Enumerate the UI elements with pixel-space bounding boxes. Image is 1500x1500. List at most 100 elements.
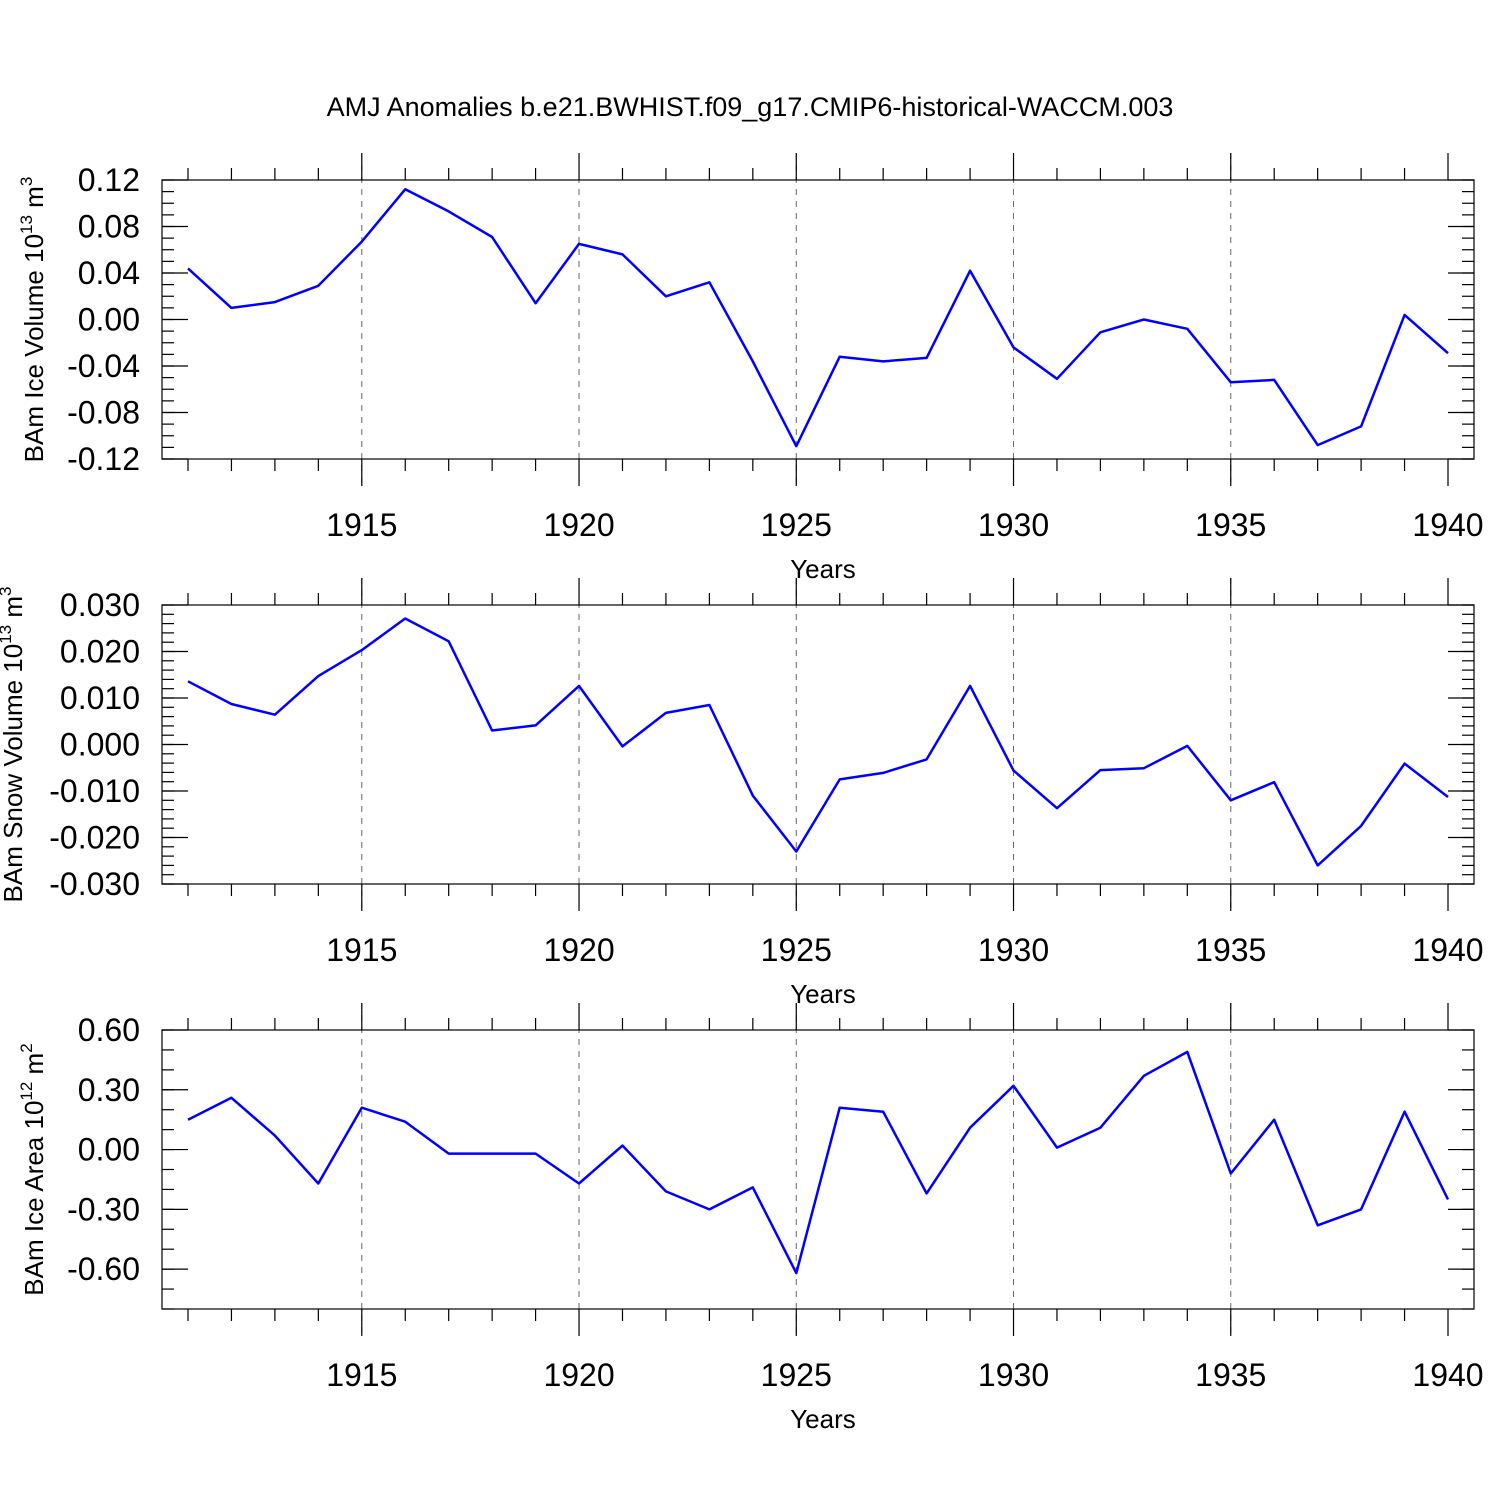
data-point [621, 1144, 623, 1146]
y-axis-label-unit: m [19, 1053, 49, 1082]
y-axis-label-prefix: BAm Ice Area 10 [19, 1101, 49, 1296]
data-point [1012, 346, 1014, 348]
data-point [752, 794, 754, 796]
y-tick-label: 0.010 [60, 680, 140, 716]
x-axis-label: Years [790, 554, 856, 584]
y-tick-label: 0.30 [78, 1072, 140, 1108]
data-point [187, 680, 189, 682]
data-point [752, 360, 754, 362]
data-point [578, 243, 580, 245]
data-point [534, 302, 536, 304]
y-axis-label: BAm Snow Volume 1013 m3 [0, 587, 28, 903]
data-point [274, 1134, 276, 1136]
y-tick-label: 0.030 [60, 587, 140, 623]
x-tick-label: 1915 [326, 932, 397, 968]
data-point [404, 617, 406, 619]
y-tick-label: -0.08 [67, 395, 140, 431]
data-point [534, 1152, 536, 1154]
y-axis-label-exponent: 13 [0, 625, 15, 644]
data-point [317, 285, 319, 287]
data-point [1403, 1111, 1405, 1113]
x-tick-label: 1935 [1195, 1357, 1266, 1393]
data-point [665, 295, 667, 297]
data-point [578, 1182, 580, 1184]
data-point [1056, 1146, 1058, 1148]
data-point [230, 703, 232, 705]
chart-panel-3: -0.60 -0.30 0.00 0.30 0.60 1915 1920 1925 1930 19… [17, 1003, 1484, 1434]
data-point [1360, 425, 1362, 427]
y-axis-label-prefix: BAm Snow Volume 10 [0, 644, 28, 903]
data-point [1403, 762, 1405, 764]
data-point [187, 267, 189, 269]
data-point [1316, 1224, 1318, 1226]
data-point [1447, 352, 1449, 354]
x-axis-label: Years [790, 979, 856, 1009]
data-point [969, 1126, 971, 1128]
data-point [795, 1272, 797, 1274]
data-point [1447, 1198, 1449, 1200]
x-axis-label: Years [790, 1404, 856, 1434]
data-point [882, 772, 884, 774]
figure-title: AMJ Anomalies b.e21.BWHIST.f09_g17.CMIP6… [327, 92, 1174, 122]
data-point [1360, 1208, 1362, 1210]
data-point [1099, 769, 1101, 771]
y-tick-label: 0.04 [78, 255, 140, 291]
x-tick-label: 1925 [761, 932, 832, 968]
x-tick-label: 1940 [1412, 932, 1483, 968]
data-point [1056, 378, 1058, 380]
x-tick-label: 1920 [543, 932, 614, 968]
data-point [708, 281, 710, 283]
data-point [1186, 745, 1188, 747]
data-point [1273, 781, 1275, 783]
data-point [969, 685, 971, 687]
data-point [1316, 864, 1318, 866]
x-tick-label: 1935 [1195, 507, 1266, 543]
x-tick-label: 1930 [978, 932, 1049, 968]
y-tick-label: 0.12 [78, 162, 140, 198]
data-point [578, 685, 580, 687]
chart-panel-1: -0.12 -0.08 -0.04 0.00 0.04 0.08 0.12 1915 1920 1… [17, 153, 1484, 584]
data-point [795, 445, 797, 447]
data-point [1012, 769, 1014, 771]
y-tick-label: 0.60 [78, 1012, 140, 1048]
x-tick-label: 1920 [543, 1357, 614, 1393]
data-point [534, 724, 536, 726]
y-axis-label: BAm Ice Area 1012 m2 [17, 1043, 49, 1295]
series-line [187, 617, 1449, 867]
data-point [708, 704, 710, 706]
series-line [187, 188, 1449, 448]
data-point [925, 357, 927, 359]
data-point [491, 236, 493, 238]
y-tick-label: 0.00 [78, 302, 140, 338]
x-tick-label: 1925 [761, 1357, 832, 1393]
data-point [839, 1107, 841, 1109]
y-axis-label-unit: m [0, 596, 28, 625]
data-point [274, 714, 276, 716]
data-point [491, 1152, 493, 1154]
x-tick-label: 1915 [326, 507, 397, 543]
x-tick-label: 1915 [326, 1357, 397, 1393]
y-tick-label: 0.020 [60, 634, 140, 670]
data-point [1230, 381, 1232, 383]
data-point [1273, 1118, 1275, 1120]
data-point [1056, 807, 1058, 809]
y-tick-label: -0.030 [49, 866, 140, 902]
data-point [1230, 1172, 1232, 1174]
data-point [1273, 379, 1275, 381]
y-tick-label: 0.08 [78, 209, 140, 245]
data-point [925, 758, 927, 760]
y-tick-label: 0.00 [78, 1132, 140, 1168]
x-tick-label: 1930 [978, 1357, 1049, 1393]
data-point [1012, 1085, 1014, 1087]
y-tick-label: -0.12 [67, 441, 140, 477]
y-axis-label-unit-exponent: 3 [0, 587, 15, 596]
x-tick-label: 1925 [761, 507, 832, 543]
data-point [317, 1182, 319, 1184]
y-axis-label-exponent: 13 [17, 215, 36, 234]
data-point [882, 360, 884, 362]
data-point [752, 1186, 754, 1188]
data-point [925, 1192, 927, 1194]
y-tick-label: -0.04 [67, 348, 140, 384]
x-tick-label: 1920 [543, 507, 614, 543]
